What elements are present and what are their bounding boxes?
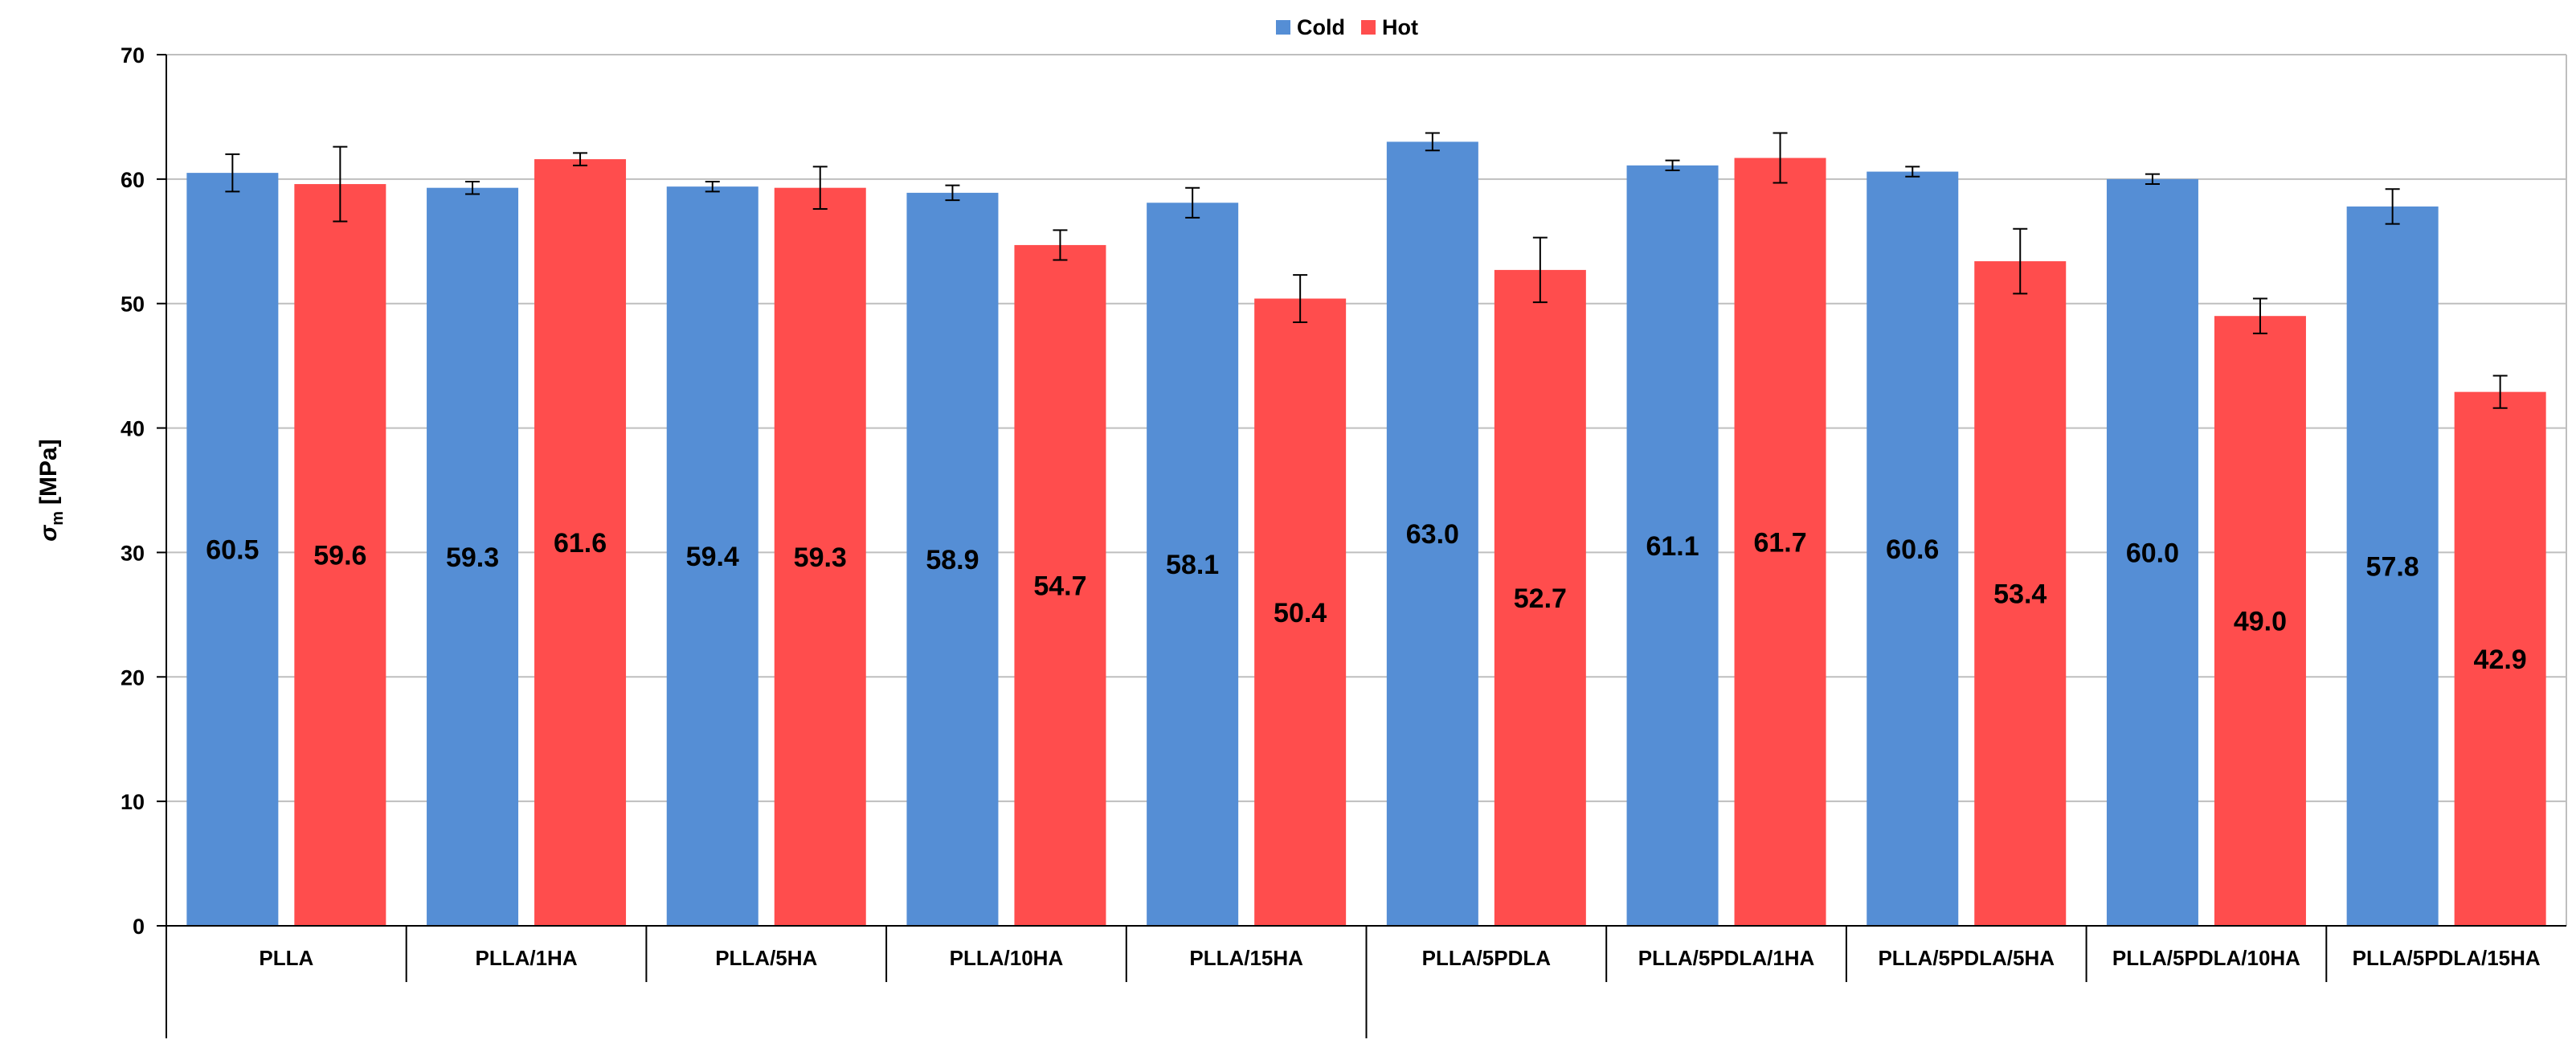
data-label: 57.8 <box>2366 551 2419 582</box>
y-tick-label: 20 <box>121 665 145 690</box>
gridlines <box>166 54 2567 926</box>
data-label: 49.0 <box>2234 607 2287 637</box>
bar-hot <box>1974 261 2067 926</box>
bar-hot <box>294 184 386 927</box>
data-label: 59.6 <box>313 541 366 571</box>
bar-hot <box>1014 244 1106 927</box>
x-tick-label: PLLA <box>259 946 313 970</box>
legend-label-hot: Hot <box>1382 15 1418 39</box>
data-label: 59.3 <box>446 542 499 573</box>
bar-hot <box>774 187 866 926</box>
x-tick-label: PLLA/5PDLA/15HA <box>2353 946 2541 970</box>
bar-cold <box>427 187 519 926</box>
bar-hot <box>534 159 627 926</box>
bar-hot <box>2214 316 2306 926</box>
x-tick-label: PLLA/15HA <box>1189 946 1303 970</box>
data-labels: 60.5 59.6 59.3 61.6 59.4 59.3 58.9 54.7 58.1 50.4… <box>206 519 2526 675</box>
data-label: 60.0 <box>2126 538 2179 568</box>
x-tick-label: PLLA/5PDLA/1HA <box>1638 946 1815 970</box>
error-bars <box>225 132 2508 409</box>
data-label: 59.4 <box>686 542 739 572</box>
y-tick-label: 70 <box>121 43 145 68</box>
data-label: 58.9 <box>926 545 979 575</box>
x-tick-label: PLLA/1HA <box>475 946 577 970</box>
axes: 0 10 20 30 40 50 60 70 PLLA PLLA/1HA PLLA/5HA PLLA/… <box>121 43 2566 1038</box>
bar-cold <box>186 173 279 927</box>
bar-hot <box>2454 391 2546 927</box>
bar-cold <box>1386 141 1478 926</box>
data-label: 53.4 <box>1993 579 2046 610</box>
bars <box>186 141 2546 927</box>
x-tick-label: PLLA/5HA <box>715 946 817 970</box>
bar-hot <box>1254 298 1347 926</box>
data-label: 50.4 <box>1274 598 1327 628</box>
data-label: 61.6 <box>554 528 607 559</box>
bar-cold <box>666 186 758 927</box>
bar-cold <box>1147 203 1239 926</box>
data-label: 42.9 <box>2474 645 2527 675</box>
x-tick-label: PLLA/5PDLA/10HA <box>2112 946 2300 970</box>
x-tick-label: PLLA/10HA <box>950 946 1064 970</box>
bar-cold <box>2106 178 2198 926</box>
data-label: 60.6 <box>1886 534 1939 565</box>
data-label: 52.7 <box>1514 583 1567 614</box>
y-tick-label: 0 <box>133 915 145 939</box>
bar-hot <box>1494 269 1586 927</box>
data-label: 61.1 <box>1646 531 1699 562</box>
data-label: 58.1 <box>1166 550 1219 580</box>
data-label: 61.7 <box>1753 527 1806 558</box>
x-tick-label: PLLA/5PDLA/5HA <box>1878 946 2055 970</box>
bar-cold <box>1867 171 1959 926</box>
y-tick-label: 50 <box>121 293 145 317</box>
y-tick-label: 10 <box>121 790 145 814</box>
y-axis-label-unit: [MPa] <box>35 439 62 505</box>
y-tick-label: 60 <box>121 168 145 192</box>
bar-hot <box>1734 158 1826 926</box>
y-axis-label-symbol: σ <box>35 525 62 542</box>
bar-cold <box>906 192 999 927</box>
y-axis-label: σm [MPa] <box>35 439 67 541</box>
y-tick-label: 40 <box>121 417 145 441</box>
data-label: 54.7 <box>1033 571 1086 601</box>
y-axis-label-subscript: m <box>49 511 67 526</box>
data-label: 63.0 <box>1406 519 1459 550</box>
legend: Cold Hot <box>1276 15 1418 39</box>
x-tick-label: PLLA/5PDLA <box>1422 946 1552 970</box>
legend-swatch-cold <box>1276 20 1290 35</box>
data-label: 59.3 <box>794 542 847 573</box>
legend-swatch-hot <box>1361 20 1376 35</box>
y-tick-label: 30 <box>121 541 145 565</box>
data-label: 60.5 <box>206 535 259 566</box>
bar-cold <box>2346 206 2439 926</box>
legend-label-cold: Cold <box>1297 15 1345 39</box>
bar-cold <box>1626 165 1719 926</box>
